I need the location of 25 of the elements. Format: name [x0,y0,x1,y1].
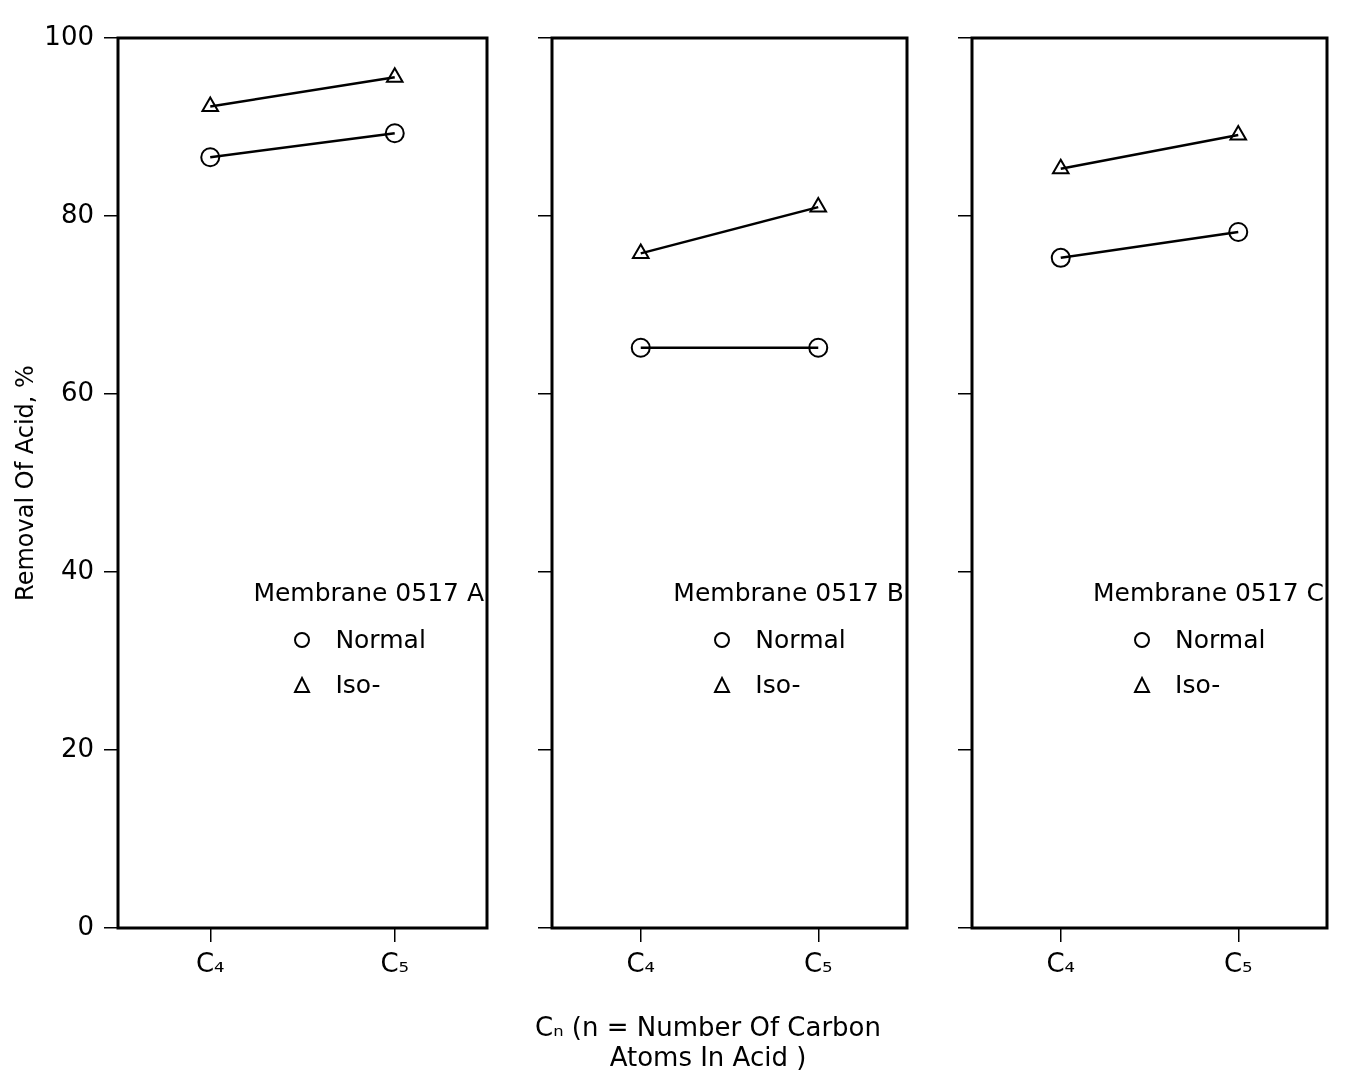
x-tick-label: C₅ [380,948,410,979]
y-tick-label: 0 [77,910,94,941]
legend-label: Normal [1175,625,1266,654]
legend-title: Membrane 0517 A [253,578,484,607]
legend-label: Iso- [335,670,381,699]
x-tick-label: C₄ [626,948,656,979]
x-axis-title: Cₙ (n = Number Of Carbon Atoms In Acid ) [534,1012,882,1072]
legend-label: Iso- [1175,670,1221,699]
legend-label: Iso- [755,670,801,699]
legend-label: Normal [755,625,846,654]
x-tick-label: C₄ [1046,948,1076,979]
legend-label: Normal [335,625,426,654]
x-tick-label: C₅ [803,948,833,979]
y-tick-label: 60 [60,376,94,407]
x-tick-label: C₄ [195,948,225,979]
y-tick-label: 100 [44,20,94,51]
x-tick-label: C₅ [1223,948,1253,979]
y-tick-label: 40 [60,554,94,585]
legend-title: Membrane 0517 B [673,578,904,607]
point [1228,222,1249,243]
y-tick-label: 80 [60,198,94,229]
y-tick-label: 20 [60,732,94,763]
legend-title: Membrane 0517 C [1093,578,1324,607]
point [1050,247,1071,268]
y-axis-title: Removal Of Acid, % [10,365,39,601]
